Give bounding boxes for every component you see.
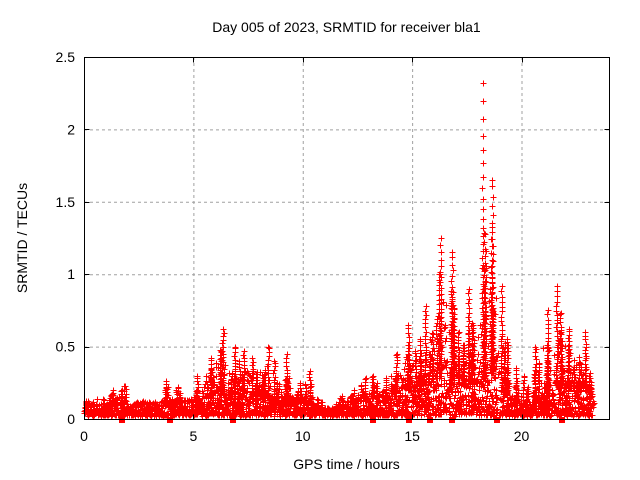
tick-labels: 0 5 10 15 20 0 0.5 1 1.5 2 2.5 <box>56 49 530 444</box>
y-tick-label: 2 <box>67 121 75 137</box>
chart-title: Day 005 of 2023, SRMTID for receiver bla… <box>212 19 481 35</box>
x-tick-label: 0 <box>80 428 88 444</box>
x-tick-label: 20 <box>514 428 530 444</box>
grid-lines <box>84 57 609 419</box>
y-tick-label: 1 <box>67 266 75 282</box>
x-tick-label: 5 <box>189 428 197 444</box>
y-tick-label: 0.5 <box>56 339 76 355</box>
x-tick-label: 10 <box>295 428 311 444</box>
srmtid-plus-markers <box>81 80 598 420</box>
plot-border <box>84 57 610 420</box>
y-tick-label: 1.5 <box>56 194 76 210</box>
y-tick-label: 2.5 <box>56 49 76 65</box>
x-axis-title: GPS time / hours <box>293 456 400 472</box>
x-tick-label: 15 <box>404 428 420 444</box>
y-tick-label: 0 <box>67 411 75 427</box>
